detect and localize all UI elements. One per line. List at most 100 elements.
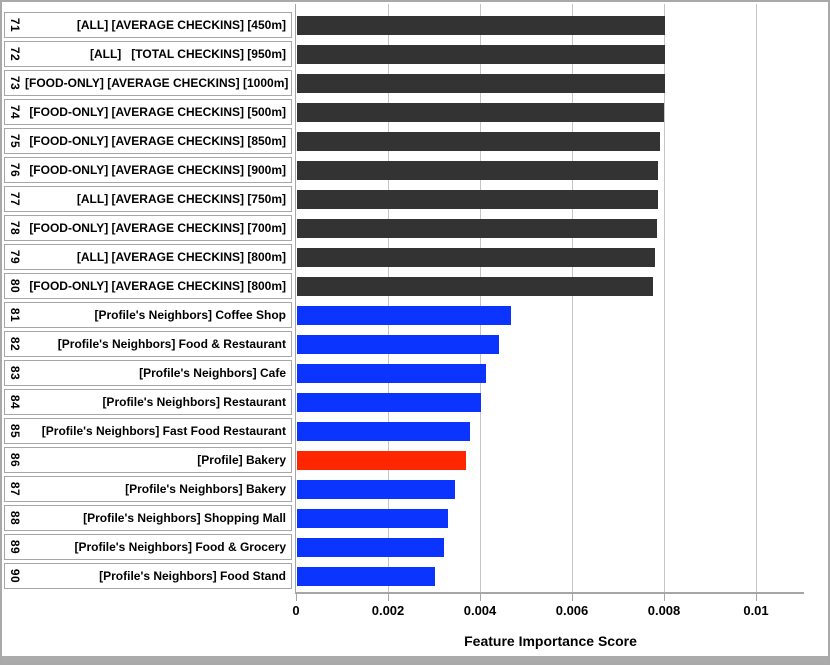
category-label-box: 83 [Profile's Neighbors] Cafe: [4, 360, 292, 386]
chart-row: 86 [Profile] Bakery: [2, 446, 828, 475]
category-label-box: 78 [FOOD-ONLY] [AVERAGE CHECKINS] [700m]: [4, 215, 292, 241]
feature-label: [Profile's Neighbors] Cafe: [139, 366, 286, 380]
rank-label: 88: [7, 510, 22, 526]
category-label-box: 81 [Profile's Neighbors] Coffee Shop: [4, 302, 292, 328]
feature-label: [FOOD-ONLY] [AVERAGE CHECKINS] [700m]: [29, 221, 286, 235]
rank-cell: 85: [5, 419, 25, 443]
feature-label: [FOOD-ONLY] [AVERAGE CHECKINS] [850m]: [29, 134, 286, 148]
x-tick-label: 0.01: [743, 603, 769, 618]
category-label-box: 75 [FOOD-ONLY] [AVERAGE CHECKINS] [850m]: [4, 128, 292, 154]
importance-bar: [297, 451, 466, 470]
rank-label: 76: [7, 162, 22, 178]
rank-label: 77: [7, 191, 22, 207]
rank-cell: 74: [5, 100, 25, 124]
category-label-box: 72 [ALL] [TOTAL CHECKINS] [950m]: [4, 41, 292, 67]
window-bottom-edge: [2, 656, 828, 663]
category-label-box: 74 [FOOD-ONLY] [AVERAGE CHECKINS] [500m]: [4, 99, 292, 125]
feature-label: [Profile's Neighbors] Bakery: [125, 482, 286, 496]
category-label-box: 88 [Profile's Neighbors] Shopping Mall: [4, 505, 292, 531]
x-tick-label: 0: [292, 603, 300, 618]
importance-bar: [297, 335, 500, 354]
rank-label: 75: [7, 133, 22, 149]
importance-bar: [297, 103, 665, 122]
category-label-box: 77 [ALL] [AVERAGE CHECKINS] [750m]: [4, 186, 292, 212]
x-axis-line: [295, 592, 804, 594]
rank-label: 81: [7, 307, 22, 323]
feature-label: [Profile's Neighbors] Food & Restaurant: [57, 337, 286, 351]
category-label-box: 79 [ALL] [AVERAGE CHECKINS] [800m]: [4, 244, 292, 270]
importance-bar: [297, 306, 511, 325]
importance-bar: [297, 219, 657, 238]
feature-label: [Profile's Neighbors] Shopping Mall: [83, 511, 286, 525]
importance-bar: [297, 248, 656, 267]
rank-cell: 76: [5, 158, 25, 182]
rank-cell: 78: [5, 216, 25, 240]
gridline: [388, 4, 389, 592]
chart-row: 79 [ALL] [AVERAGE CHECKINS] [800m]: [2, 243, 828, 272]
category-label-box: 84 [Profile's Neighbors] Restaurant: [4, 389, 292, 415]
rank-cell: 83: [5, 361, 25, 385]
feature-label: [ALL] [AVERAGE CHECKINS] [450m]: [76, 18, 286, 32]
rank-cell: 88: [5, 506, 25, 530]
gridline: [756, 4, 757, 592]
x-tick-label: 0.002: [371, 603, 405, 618]
importance-bar: [297, 567, 436, 586]
rank-cell: 80: [5, 274, 25, 298]
importance-bar: [297, 509, 449, 528]
chart-row: 90 [Profile's Neighbors] Food Stand: [2, 562, 828, 591]
rank-cell: 82: [5, 332, 25, 356]
rank-cell: 89: [5, 535, 25, 559]
rank-cell: 86: [5, 448, 25, 472]
gridline: [572, 4, 573, 592]
rank-label: 90: [7, 568, 22, 584]
importance-bar: [297, 364, 487, 383]
chart-row: 88 [Profile's Neighbors] Shopping Mall: [2, 504, 828, 533]
gridline: [480, 4, 481, 592]
x-tick: [572, 592, 573, 601]
gridline: [664, 4, 665, 592]
importance-bar: [297, 16, 666, 35]
chart-row: 87 [Profile's Neighbors] Bakery: [2, 475, 828, 504]
category-label-box: 71 [ALL] [AVERAGE CHECKINS] [450m]: [4, 12, 292, 38]
category-label-box: 87 [Profile's Neighbors] Bakery: [4, 476, 292, 502]
chart-row: 85 [Profile's Neighbors] Fast Food Resta…: [2, 417, 828, 446]
chart-row: 83 [Profile's Neighbors] Cafe: [2, 359, 828, 388]
x-tick: [664, 592, 665, 601]
rank-cell: 79: [5, 245, 25, 269]
rank-cell: 77: [5, 187, 25, 211]
category-label-box: 82 [Profile's Neighbors] Food & Restaura…: [4, 331, 292, 357]
x-axis-title: Feature Importance Score: [464, 633, 637, 649]
feature-label: [Profile] Bakery: [197, 453, 286, 467]
chart-row: 81 [Profile's Neighbors] Coffee Shop: [2, 301, 828, 330]
x-tick-label: 0.008: [647, 603, 681, 618]
rank-label: 82: [7, 336, 22, 352]
importance-bar: [297, 74, 665, 93]
feature-label: [Profile's Neighbors] Food & Grocery: [74, 540, 286, 554]
x-tick: [480, 592, 481, 601]
feature-label: [ALL] [TOTAL CHECKINS] [950m]: [89, 47, 286, 61]
category-label-box: 80 [FOOD-ONLY] [AVERAGE CHECKINS] [800m]: [4, 273, 292, 299]
rank-label: 71: [7, 17, 22, 33]
importance-bar: [297, 45, 665, 64]
feature-label: [Profile's Neighbors] Coffee Shop: [94, 308, 286, 322]
chart-row: 72 [ALL] [TOTAL CHECKINS] [950m]: [2, 40, 828, 69]
category-label-box: 73 [FOOD-ONLY] [AVERAGE CHECKINS] [1000m…: [4, 70, 292, 96]
category-label-box: 86 [Profile] Bakery: [4, 447, 292, 473]
chart-row: 78 [FOOD-ONLY] [AVERAGE CHECKINS] [700m]: [2, 214, 828, 243]
rank-cell: 73: [5, 71, 25, 95]
importance-bar: [297, 190, 658, 209]
category-axis-line: [295, 4, 296, 592]
feature-label: [ALL] [AVERAGE CHECKINS] [800m]: [76, 250, 286, 264]
chart-row: 77 [ALL] [AVERAGE CHECKINS] [750m]: [2, 185, 828, 214]
rank-cell: 72: [5, 42, 25, 66]
chart-row: 80 [FOOD-ONLY] [AVERAGE CHECKINS] [800m]: [2, 272, 828, 301]
rank-label: 72: [7, 46, 22, 62]
rank-cell: 81: [5, 303, 25, 327]
category-label-box: 90 [Profile's Neighbors] Food Stand: [4, 563, 292, 589]
chart-row: 71 [ALL] [AVERAGE CHECKINS] [450m]: [2, 11, 828, 40]
rank-label: 84: [7, 394, 22, 410]
x-tick-label: 0.006: [555, 603, 589, 618]
rank-cell: 90: [5, 564, 25, 588]
rank-cell: 87: [5, 477, 25, 501]
